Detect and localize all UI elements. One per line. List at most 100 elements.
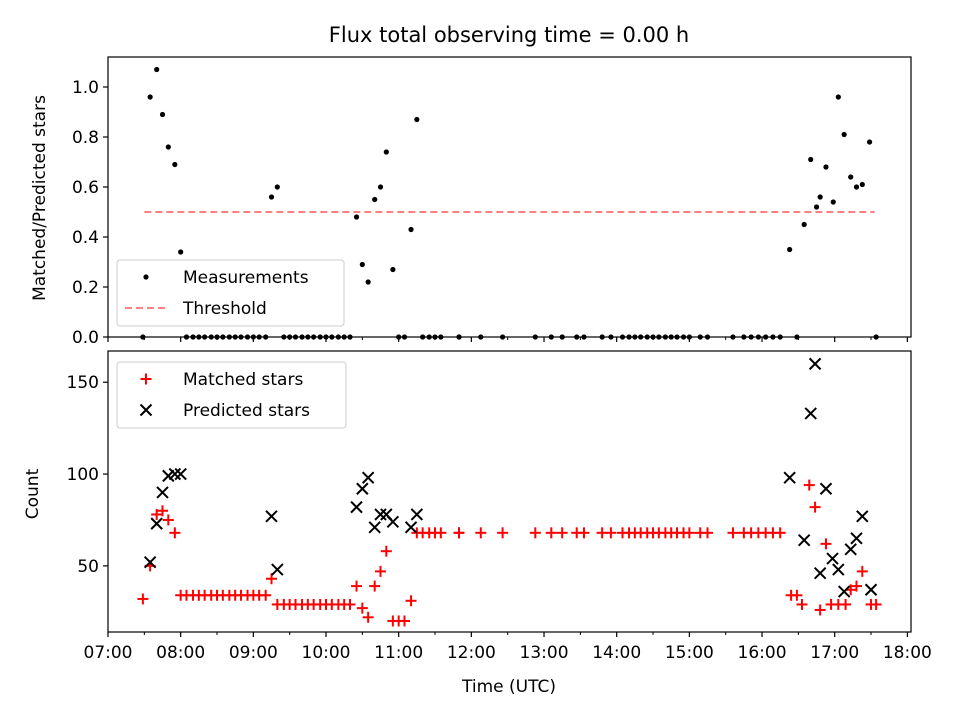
data-point bbox=[162, 514, 174, 526]
data-point bbox=[832, 563, 845, 576]
data-point bbox=[853, 184, 860, 190]
data-point bbox=[870, 598, 882, 610]
data-point bbox=[864, 583, 878, 596]
data-point bbox=[529, 527, 541, 539]
legend-box bbox=[116, 259, 345, 327]
data-point bbox=[268, 194, 275, 200]
x-tick-label: 16:00 bbox=[738, 643, 787, 663]
data-point bbox=[154, 66, 160, 73]
data-point bbox=[169, 527, 181, 539]
data-point bbox=[803, 479, 815, 491]
data-point bbox=[172, 161, 178, 168]
top-axes-frame bbox=[107, 56, 912, 338]
data-point bbox=[150, 517, 163, 530]
bottom-legend: Matched stars Predicted stars bbox=[116, 361, 347, 429]
data-point bbox=[797, 533, 811, 547]
x-tick-label: 11:00 bbox=[374, 643, 423, 663]
data-point bbox=[178, 249, 184, 255]
data-point bbox=[359, 261, 365, 268]
data-point bbox=[813, 567, 827, 580]
data-point bbox=[859, 181, 865, 188]
data-point bbox=[377, 184, 384, 190]
legend-marker bbox=[140, 373, 152, 385]
data-point bbox=[168, 467, 182, 481]
y-tick-label: 0.0 bbox=[72, 328, 99, 348]
data-point bbox=[372, 196, 378, 203]
legend-label: Matched stars bbox=[183, 370, 303, 390]
data-point bbox=[837, 585, 851, 598]
data-point bbox=[356, 602, 368, 614]
data-point bbox=[605, 527, 617, 539]
x-tick-label: 17:00 bbox=[810, 643, 859, 663]
data-point bbox=[386, 515, 400, 529]
data-point bbox=[147, 94, 153, 100]
data-point bbox=[151, 508, 163, 520]
data-point bbox=[850, 580, 862, 592]
data-point bbox=[813, 204, 820, 210]
data-point bbox=[344, 598, 356, 610]
bottom-y-ticks: 50 100 150 bbox=[67, 373, 108, 577]
data-point bbox=[380, 545, 392, 557]
data-point bbox=[819, 482, 833, 495]
data-point bbox=[157, 505, 169, 517]
data-point bbox=[383, 149, 389, 155]
bottom-series-predicted-stars bbox=[143, 357, 878, 598]
data-point bbox=[850, 532, 863, 545]
bottom-axes-frame bbox=[107, 350, 912, 633]
data-point bbox=[165, 144, 171, 150]
legend-item: Matched stars bbox=[140, 370, 303, 390]
data-point bbox=[475, 527, 487, 539]
y-tick-label: 1.0 bbox=[72, 78, 99, 98]
top-series-measurements bbox=[140, 66, 879, 340]
data-point bbox=[361, 471, 375, 484]
data-point bbox=[265, 510, 278, 523]
y-tick-label: 0.2 bbox=[72, 278, 99, 298]
data-point bbox=[410, 508, 424, 521]
y-tick-label: 0.6 bbox=[72, 178, 99, 198]
x-tick-label: 15:00 bbox=[665, 643, 714, 663]
data-point bbox=[809, 501, 821, 513]
bottom-y-axis-label: Count bbox=[23, 468, 43, 519]
data-point bbox=[497, 527, 509, 539]
x-tick-label: 10:00 bbox=[302, 643, 351, 663]
x-tick-label: 12:00 bbox=[447, 643, 496, 663]
data-point bbox=[156, 486, 169, 499]
data-point bbox=[404, 521, 418, 534]
data-point bbox=[137, 593, 149, 605]
data-point bbox=[353, 214, 360, 220]
legend-item: Measurements bbox=[143, 268, 309, 288]
data-point bbox=[260, 589, 272, 601]
data-point bbox=[840, 598, 852, 610]
data-point bbox=[817, 194, 823, 200]
data-point bbox=[356, 482, 369, 495]
legend-item: Threshold bbox=[125, 299, 267, 319]
data-point bbox=[856, 510, 869, 523]
data-point bbox=[362, 611, 374, 623]
data-point bbox=[405, 595, 417, 607]
data-point bbox=[774, 527, 786, 539]
bottom-series-matched-stars bbox=[137, 479, 882, 627]
top-y-axis-label: Matched/Predicted stars bbox=[30, 95, 50, 301]
x-tick-label: 08:00 bbox=[156, 643, 205, 663]
data-point bbox=[350, 500, 363, 514]
x-tick-label: 18:00 bbox=[883, 643, 932, 663]
data-point bbox=[365, 279, 371, 285]
data-point bbox=[435, 527, 447, 539]
bottom-x-ticks: 07:00 08:00 09:00 10:00 11:00 12:00 13:00 14:00… bbox=[84, 632, 932, 663]
data-point bbox=[274, 184, 280, 190]
data-point bbox=[174, 467, 187, 481]
data-point bbox=[271, 563, 284, 576]
legend-label: Measurements bbox=[183, 268, 309, 288]
y-tick-label: 100 bbox=[67, 465, 99, 485]
data-point bbox=[783, 471, 796, 484]
data-point bbox=[848, 174, 854, 180]
data-point bbox=[556, 527, 568, 539]
data-point bbox=[801, 221, 807, 228]
data-point bbox=[866, 139, 873, 145]
data-point bbox=[159, 111, 166, 118]
data-point bbox=[375, 565, 387, 577]
data-point bbox=[727, 527, 739, 539]
y-tick-label: 0.8 bbox=[72, 128, 99, 148]
data-point bbox=[808, 357, 822, 371]
data-point bbox=[856, 565, 868, 577]
